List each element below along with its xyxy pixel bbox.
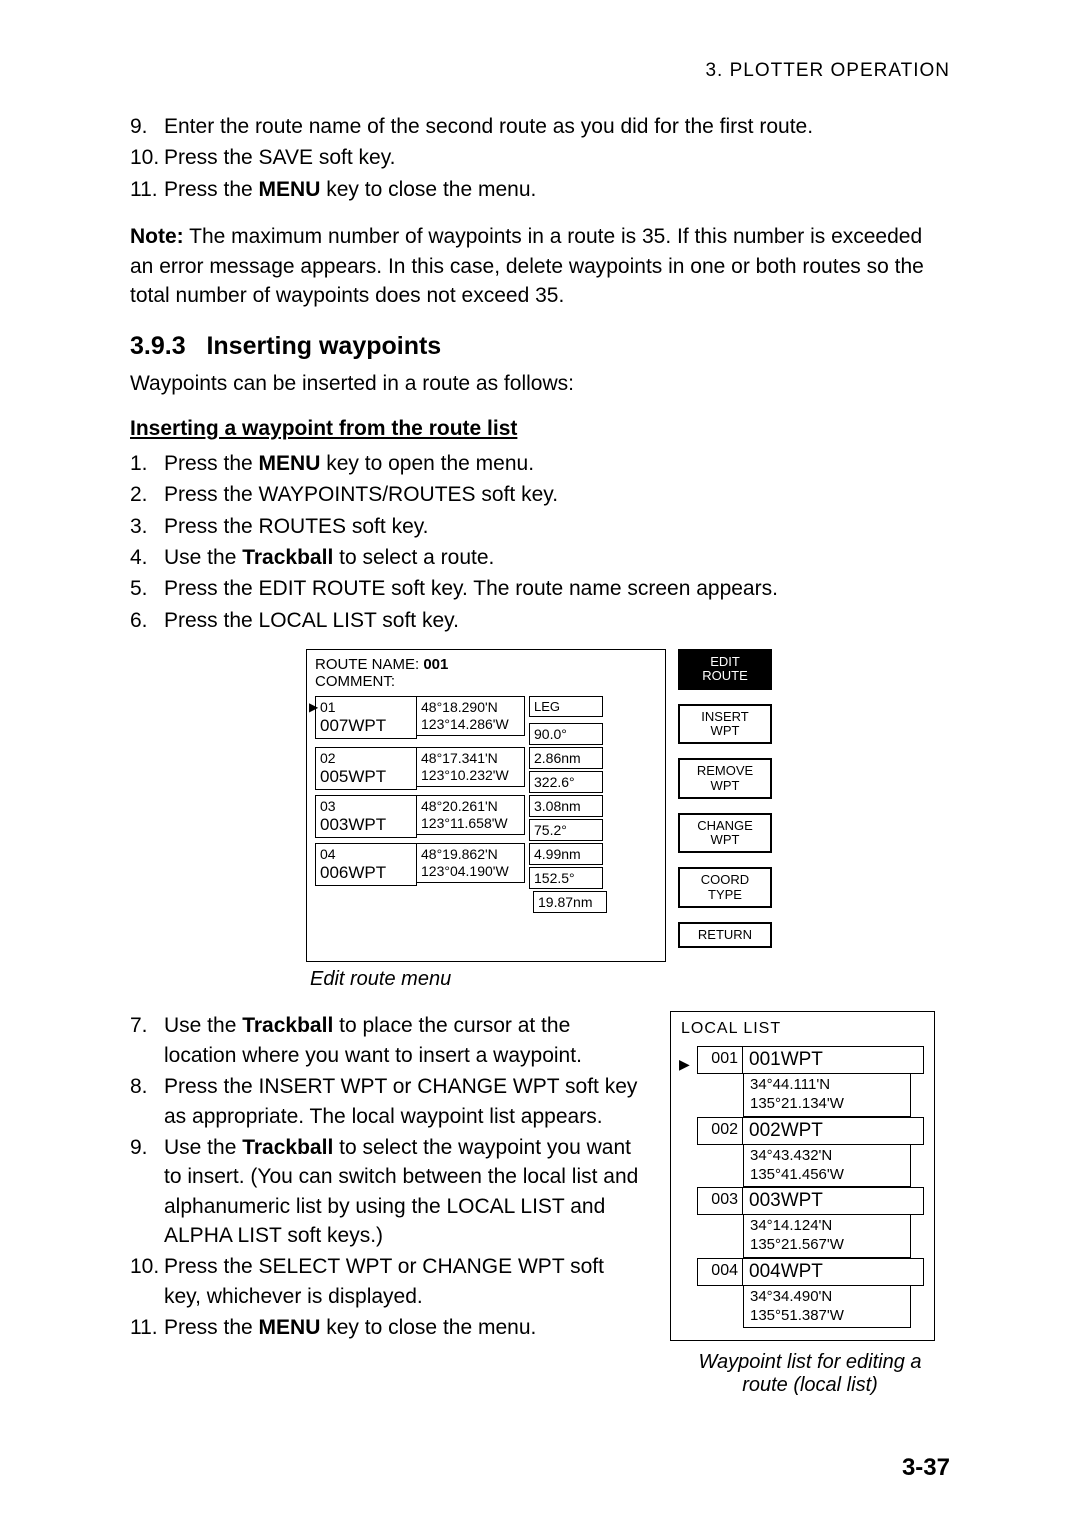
step-text: Use the Trackball to place the cursor at… [164, 1011, 640, 1070]
intro-steps: 9.Enter the route name of the second rou… [130, 112, 950, 204]
local-coord: 34°14.124'N135°21.567'W [743, 1215, 911, 1258]
step-num: 2. [130, 480, 164, 509]
t-bold: MENU [259, 178, 321, 201]
leg-cell: 2.86nm [529, 747, 603, 769]
note-paragraph: Note: The maximum number of waypoints in… [130, 222, 950, 310]
step-text: Press the MENU key to open the menu. [164, 449, 950, 478]
step-num: 7. [130, 1011, 164, 1070]
step-text: Press the SELECT WPT or CHANGE WPT soft … [164, 1252, 640, 1311]
step-text: Enter the route name of the second route… [164, 112, 950, 141]
leg-cell: 90.0° [529, 723, 603, 745]
subheading: Inserting a waypoint from the route list [130, 417, 950, 441]
local-idx: 002 [697, 1117, 743, 1145]
steps-list-2: 7.Use the Trackball to place the cursor … [130, 1011, 640, 1397]
step-num: 9. [130, 112, 164, 141]
local-idx: 004 [697, 1258, 743, 1286]
step-text: Press the EDIT ROUTE soft key. The route… [164, 574, 950, 603]
local-name: 003WPT [743, 1187, 924, 1215]
local-idx: 001 [697, 1046, 743, 1074]
softkey-remove[interactable]: REMOVEWPT [678, 758, 772, 799]
step-text: Press the ROUTES soft key. [164, 512, 950, 541]
step-num: 11. [130, 1313, 164, 1342]
page-number: 3-37 [902, 1454, 950, 1482]
step-num: 1. [130, 449, 164, 478]
softkey-edit[interactable]: EDITROUTE [678, 649, 772, 690]
step-num: 10. [130, 1252, 164, 1311]
step-num: 6. [130, 606, 164, 635]
local-coord: 34°44.111'N135°21.134'W [743, 1074, 911, 1117]
softkey-coord[interactable]: COORDTYPE [678, 867, 772, 908]
leg-cell: 152.5° [529, 867, 603, 889]
route-idx-cell: 02005WPT [315, 747, 417, 790]
local-list-caption: Waypoint list for editing a route (local… [670, 1351, 950, 1397]
softkey-insert[interactable]: INSERTWPT [678, 704, 772, 745]
note-label: Note: [130, 225, 184, 248]
figure-caption: Edit route menu [310, 968, 950, 991]
local-coord: 34°34.490'N135°51.387'W [743, 1286, 911, 1329]
local-list-column: LOCAL LIST ▶ 001001WPT34°44.111'N135°21.1… [670, 1011, 950, 1397]
step-text: Press the WAYPOINTS/ROUTES soft key. [164, 480, 950, 509]
caption-line2: route (local list) [742, 1374, 878, 1396]
route-header: ROUTE NAME: 001 COMMENT: [315, 656, 657, 690]
cursor-pointer-icon: ▶ [309, 700, 318, 714]
route-coord-cell: 48°19.862'N123°04.190'W [417, 843, 525, 883]
step-num: 8. [130, 1072, 164, 1131]
leg-cell: 4.99nm [529, 843, 603, 865]
route-coord-cell: 48°18.290'N123°14.286'W [417, 696, 525, 736]
step-text: Press the MENU key to close the menu. [164, 1313, 640, 1342]
local-list-figure: LOCAL LIST ▶ 001001WPT34°44.111'N135°21.1… [670, 1011, 935, 1341]
section-intro: Waypoints can be inserted in a route as … [130, 369, 950, 398]
route-idx-cell: 03003WPT [315, 795, 417, 838]
softkey-return[interactable]: RETURN [678, 922, 772, 948]
section-title-text: Inserting waypoints [206, 332, 441, 360]
edit-route-figure: ROUTE NAME: 001 COMMENT: ▶01007WPT48°18.… [306, 649, 774, 962]
leg-cell: 322.6° [529, 771, 603, 793]
local-idx: 003 [697, 1187, 743, 1215]
comment-label: COMMENT: [315, 673, 395, 690]
leg-cell: 75.2° [529, 819, 603, 841]
route-coord-cell: 48°20.261'N123°11.658'W [417, 795, 525, 835]
cursor-pointer-icon: ▶ [679, 1056, 690, 1073]
leg-cell: 3.08nm [529, 795, 603, 817]
local-name: 001WPT [743, 1046, 924, 1074]
step-text: Press the MENU key to close the menu. [164, 175, 950, 204]
step-num: 11. [130, 175, 164, 204]
local-list-rows: ▶ 001001WPT34°44.111'N135°21.134'W002002W… [681, 1046, 924, 1328]
lower-section: 7.Use the Trackball to place the cursor … [130, 1011, 950, 1397]
route-rows: ▶01007WPT48°18.290'N123°14.286'WLEG90.0°… [315, 696, 657, 913]
route-idx-cell: 01007WPT [315, 696, 417, 739]
step-text: Use the Trackball to select a route. [164, 543, 950, 572]
step-num: 3. [130, 512, 164, 541]
local-list-title: LOCAL LIST [681, 1020, 924, 1038]
step-text: Press the SAVE soft key. [164, 143, 950, 172]
t-post: key to close the menu. [320, 178, 536, 201]
caption-line1: Waypoint list for editing a [698, 1351, 921, 1373]
route-coord-cell: 48°17.341'N123°10.232'W [417, 747, 525, 787]
leg-header: LEG [529, 696, 603, 717]
softkey-column: EDITROUTE INSERTWPT REMOVEWPT CHANGEWPT COOR… [678, 649, 772, 962]
note-text: The maximum number of waypoints in a rou… [130, 225, 924, 307]
step-num: 9. [130, 1133, 164, 1251]
route-name-label: ROUTE NAME: [315, 656, 423, 673]
softkey-change[interactable]: CHANGEWPT [678, 813, 772, 854]
local-name: 004WPT [743, 1258, 924, 1286]
step-num: 5. [130, 574, 164, 603]
leg-cell: 19.87nm [533, 891, 607, 913]
route-main-panel: ROUTE NAME: 001 COMMENT: ▶01007WPT48°18.… [306, 649, 666, 962]
step-text: Press the INSERT WPT or CHANGE WPT soft … [164, 1072, 640, 1131]
step-num: 4. [130, 543, 164, 572]
section-num: 3.9.3 [130, 332, 186, 360]
local-name: 002WPT [743, 1117, 924, 1145]
t-pre: Press the [164, 178, 259, 201]
chapter-header: 3. PLOTTER OPERATION [130, 60, 950, 82]
step-text: Press the LOCAL LIST soft key. [164, 606, 950, 635]
route-name-value: 001 [423, 656, 448, 673]
section-heading: 3.9.3 Inserting waypoints [130, 332, 950, 361]
step-text: Use the Trackball to select the waypoint… [164, 1133, 640, 1251]
steps-list-1: 1.Press the MENU key to open the menu.2.… [130, 449, 950, 635]
local-coord: 34°43.432'N135°41.456'W [743, 1145, 911, 1188]
step-num: 10. [130, 143, 164, 172]
route-idx-cell: 04006WPT [315, 843, 417, 886]
